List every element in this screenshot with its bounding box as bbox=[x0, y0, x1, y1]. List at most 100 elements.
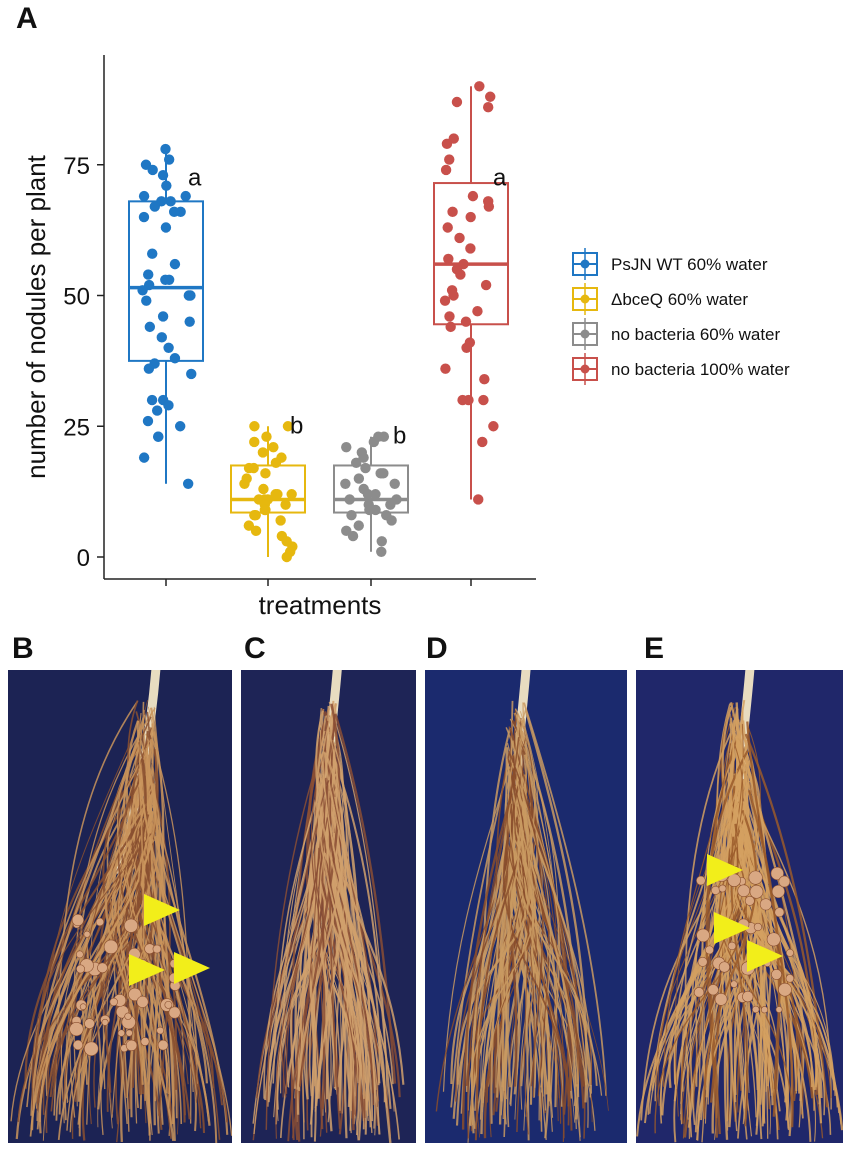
data-point bbox=[169, 258, 181, 270]
significance-letter: a bbox=[493, 165, 507, 192]
nodule bbox=[168, 1006, 181, 1019]
panel-label-a: A bbox=[16, 2, 38, 35]
data-point bbox=[346, 509, 357, 521]
nodule-arrow-icon bbox=[747, 940, 783, 972]
root-photo-c bbox=[241, 670, 416, 1143]
data-point bbox=[163, 154, 175, 165]
root-strand bbox=[315, 710, 386, 1103]
root-strand bbox=[470, 708, 536, 1127]
nodule bbox=[84, 1041, 99, 1056]
nodule bbox=[103, 939, 119, 955]
nodule-arrow-icon bbox=[129, 954, 165, 986]
nodule bbox=[759, 898, 772, 911]
data-point bbox=[444, 311, 455, 322]
root-strand bbox=[117, 779, 186, 1116]
nodule bbox=[84, 1018, 95, 1029]
data-point bbox=[180, 190, 191, 202]
y-tick-label: 25 bbox=[63, 414, 90, 441]
data-point bbox=[473, 494, 484, 505]
legend-dot bbox=[580, 364, 590, 374]
root-strand bbox=[517, 849, 564, 1107]
legend: PsJN WT 60% water ΔbceQ 60% water no bacte… bbox=[572, 248, 790, 385]
root-strand bbox=[474, 851, 522, 1141]
root-strand bbox=[117, 817, 151, 1141]
root-strand bbox=[524, 710, 588, 1103]
data-point bbox=[156, 332, 168, 343]
data-point bbox=[142, 415, 154, 427]
root-strand bbox=[746, 721, 794, 1128]
nodule bbox=[749, 884, 764, 899]
root-strand bbox=[282, 777, 327, 1098]
data-point bbox=[480, 279, 492, 291]
data-point bbox=[347, 530, 359, 542]
nodule bbox=[693, 987, 705, 998]
significance-letter: a bbox=[188, 165, 202, 192]
root-strand bbox=[314, 780, 357, 1117]
data-point bbox=[160, 143, 171, 155]
nodule bbox=[97, 962, 108, 974]
data-point bbox=[260, 468, 271, 479]
root-strand bbox=[509, 718, 559, 1088]
nodule bbox=[742, 990, 754, 1003]
data-point bbox=[360, 462, 371, 474]
data-point bbox=[239, 478, 250, 489]
nodule bbox=[770, 866, 784, 881]
root-strand bbox=[655, 738, 744, 1086]
root-strand bbox=[456, 841, 531, 1085]
panel-label-c: C bbox=[244, 632, 266, 665]
data-point bbox=[362, 489, 374, 500]
root-photo-e bbox=[636, 670, 843, 1143]
legend-dot bbox=[580, 259, 590, 269]
root-strand bbox=[467, 737, 520, 1139]
nodule bbox=[760, 1006, 769, 1014]
data-point bbox=[138, 211, 150, 223]
nodule bbox=[71, 914, 84, 927]
data-point bbox=[440, 363, 451, 374]
data-point bbox=[146, 394, 158, 406]
data-point bbox=[457, 394, 468, 406]
nodule bbox=[128, 987, 142, 1002]
data-point bbox=[138, 452, 150, 463]
data-point bbox=[482, 102, 494, 113]
data-point bbox=[138, 190, 150, 202]
data-point bbox=[467, 190, 479, 202]
data-point bbox=[479, 373, 490, 385]
data-point bbox=[153, 431, 164, 442]
root-strand bbox=[715, 838, 790, 1129]
root-strand bbox=[136, 720, 229, 1135]
y-tick-label: 75 bbox=[63, 153, 90, 180]
root-strand bbox=[736, 746, 790, 1131]
root-strand bbox=[328, 744, 392, 1109]
legend-key-3: no bacteria 60% water bbox=[572, 318, 780, 350]
root-strand bbox=[272, 784, 323, 1084]
root-strand bbox=[673, 717, 735, 1090]
root-strand bbox=[334, 713, 397, 1084]
nodule bbox=[164, 1000, 173, 1009]
root-strand bbox=[736, 836, 836, 1097]
root-strand bbox=[30, 717, 145, 1116]
data-point bbox=[444, 154, 455, 165]
nodule bbox=[696, 928, 710, 943]
legend-dot bbox=[580, 294, 590, 304]
root-strand bbox=[36, 783, 156, 1111]
nodule bbox=[766, 932, 781, 947]
data-point bbox=[447, 206, 458, 218]
data-point bbox=[137, 285, 148, 296]
data-point bbox=[451, 96, 463, 108]
root-strands bbox=[252, 670, 405, 1143]
data-point bbox=[249, 509, 260, 521]
series-1: a bbox=[128, 143, 204, 489]
nodule bbox=[752, 1005, 760, 1014]
data-point bbox=[185, 290, 196, 301]
nodule bbox=[705, 945, 714, 955]
nodule-arrow-icon bbox=[144, 894, 180, 926]
data-point bbox=[454, 232, 465, 244]
data-point bbox=[257, 447, 269, 458]
data-point bbox=[184, 316, 195, 327]
data-point bbox=[350, 457, 362, 469]
data-point bbox=[461, 342, 472, 353]
data-point bbox=[448, 290, 459, 301]
y-axis-label: number of nodules per plant bbox=[21, 154, 51, 479]
data-point bbox=[270, 457, 282, 469]
root-strand bbox=[644, 826, 748, 1124]
